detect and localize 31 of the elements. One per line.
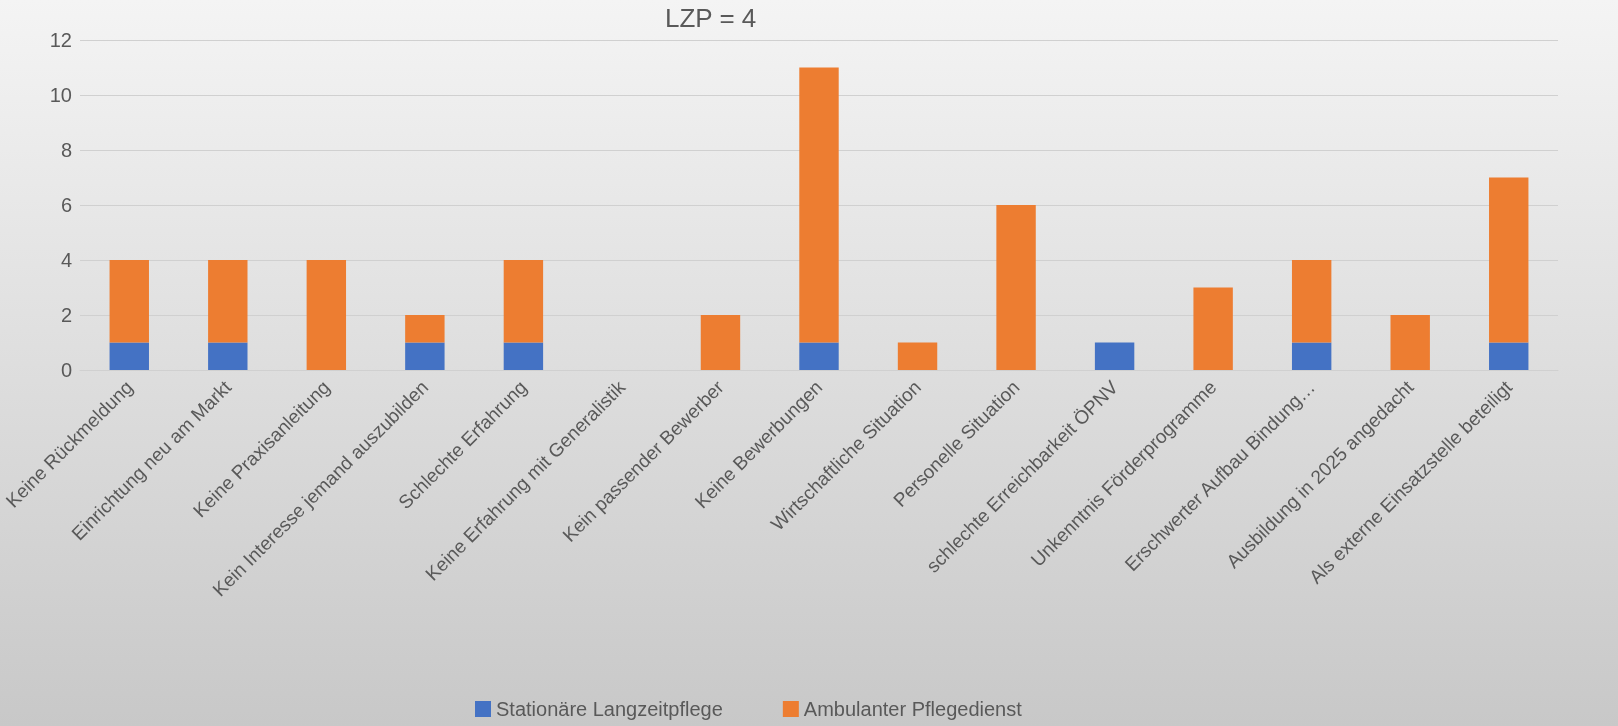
bar [208, 342, 248, 370]
bar [897, 342, 938, 370]
bar [799, 342, 839, 370]
bar [700, 315, 741, 370]
y-tick-label: 8 [60, 139, 72, 161]
bar [1489, 177, 1529, 343]
bar [109, 260, 149, 343]
y-tick-label: 4 [60, 249, 72, 271]
bar [1390, 315, 1430, 370]
y-tick-label: 2 [60, 304, 72, 326]
bar [1193, 287, 1233, 370]
bar [503, 260, 544, 343]
y-tick-label: 10 [49, 84, 72, 106]
bar [1489, 342, 1529, 370]
y-tick-label: 12 [49, 29, 72, 51]
bar [208, 260, 248, 343]
bar [503, 342, 544, 370]
bar [996, 205, 1036, 370]
legend-label: Stationäre Langzeitpflege [496, 698, 723, 720]
bar [1094, 342, 1135, 370]
bar [109, 342, 149, 370]
bar [1291, 342, 1332, 370]
y-tick-label: 0 [60, 359, 72, 381]
bar [1291, 260, 1332, 343]
bar [405, 342, 445, 370]
bar [799, 67, 839, 343]
chart-title: LZP = 4 [665, 3, 757, 33]
y-tick-label: 6 [60, 194, 72, 216]
bar [306, 260, 347, 370]
bar [405, 315, 445, 343]
legend-label: Ambulanter Pflegedienst [803, 698, 1023, 720]
